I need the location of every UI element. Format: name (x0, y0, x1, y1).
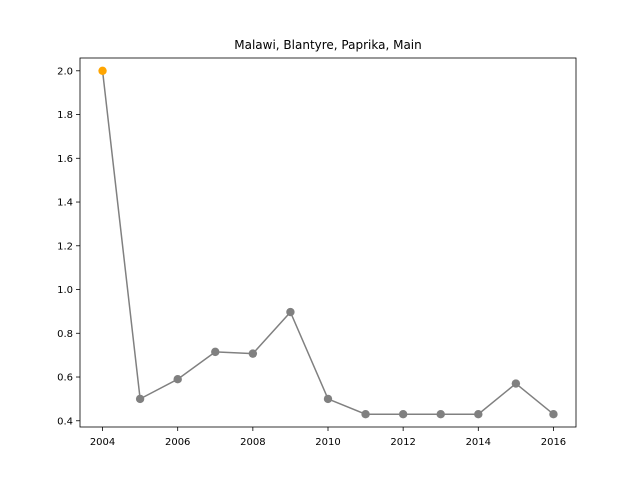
y-tick-label: 2.0 (57, 66, 73, 77)
data-point (286, 307, 295, 317)
y-tick-label: 0.6 (57, 373, 73, 384)
y-tick-label: 1.0 (57, 285, 73, 296)
data-point (436, 410, 445, 419)
x-tick-label: 2016 (541, 437, 566, 448)
series (98, 66, 558, 419)
x-tick-label: 2004 (90, 437, 115, 448)
y-tick-label: 0.4 (57, 416, 73, 427)
data-point (549, 410, 558, 419)
y-tick-label: 0.8 (57, 329, 73, 340)
x-tick-label: 2008 (240, 437, 265, 448)
axes-border (79, 57, 577, 428)
data-point (135, 394, 145, 404)
data-point (474, 410, 483, 419)
plot-frame (79, 57, 577, 428)
data-point (361, 410, 370, 419)
y-tick-label: 1.6 (57, 154, 73, 165)
data-point (323, 394, 333, 404)
x-tick-label: 2006 (165, 437, 190, 448)
data-point (248, 349, 258, 358)
y-tick-label: 1.4 (57, 198, 73, 209)
axes: 2004 2006 2008 2010 2012 2014 2016 0.4 0.6 0.8 1.0… (57, 66, 566, 448)
series-line (101, 70, 554, 415)
data-point (398, 410, 408, 419)
x-tick-label: 2014 (466, 437, 491, 448)
data-point (211, 347, 220, 357)
highlight-point (98, 66, 107, 75)
data-point (511, 379, 521, 388)
data-point (173, 375, 182, 384)
y-tick-label: 1.8 (57, 110, 73, 121)
chart-title: Malawi, Blantyre, Paprika, Main (234, 38, 422, 52)
x-tick-label: 2010 (315, 437, 340, 448)
y-tick-label: 1.2 (57, 241, 73, 252)
x-tick-label: 2012 (390, 437, 415, 448)
